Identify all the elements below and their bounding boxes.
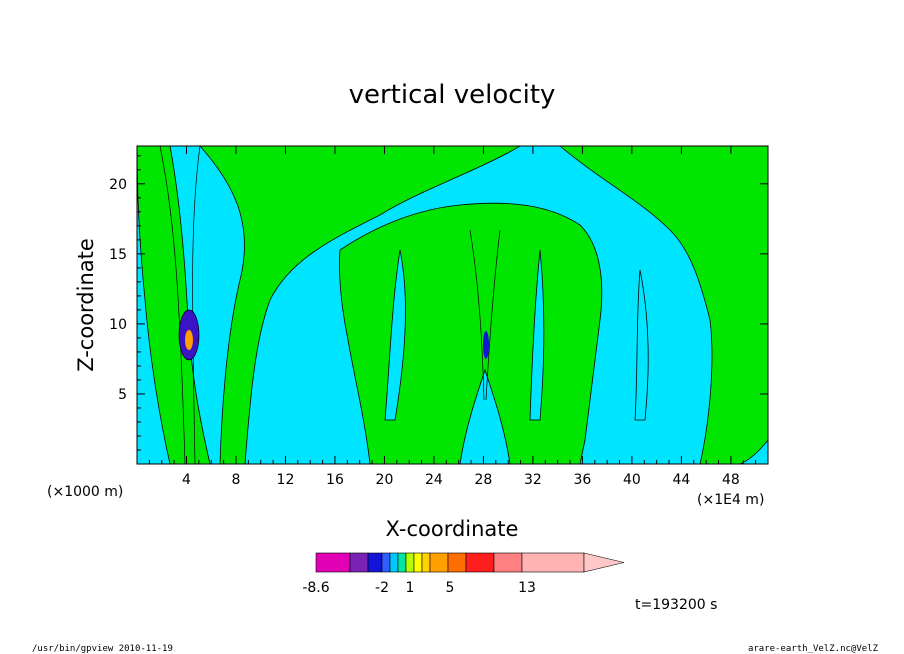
colorbar-tick-label: 13 [518,580,536,596]
green-region-right [559,146,768,464]
x-axis: 4 8 12 16 20 24 28 32 36 40 44 48 [148,146,757,488]
x-tick-label: 44 [672,472,690,488]
colorbar-swatch [493,552,523,573]
colorbar-swatch [367,552,383,573]
y-axis: 5 10 15 20 [109,155,768,451]
x-tick-label: 12 [277,472,295,488]
x-tick-label: 36 [573,472,591,488]
colorbar-swatch [521,552,585,573]
colorbar-tick-label: 1 [406,580,415,596]
blue-tongue-2 [529,249,545,421]
time-label: t=193200 s [635,597,717,613]
colorbar-extend-arrow [583,552,625,573]
colorbar-swatch [465,552,495,573]
colorbar-swatch [349,552,369,573]
x-tick-label: 24 [425,472,443,488]
colorbar-swatch [429,552,449,573]
colorbar-swatch [381,552,391,573]
colorbar-swatch [421,552,431,573]
x-unit-left: (×1000 m) [47,484,123,500]
x-tick-label: 20 [376,472,394,488]
blue-tongue-3 [634,269,649,421]
x-tick-label: 40 [623,472,641,488]
colorbar-swatch [315,552,351,573]
colorbar-swatch [397,552,407,573]
green-region-top [199,146,521,464]
y-tick-label: 15 [109,247,127,263]
x-tick-label: 48 [722,472,740,488]
x-unit-right: (×1E4 m) [697,492,764,508]
colorbar-swatch [447,552,467,573]
y-tick-label: 5 [118,387,127,403]
x-tick-label: 16 [326,472,344,488]
x-tick-label: 32 [524,472,542,488]
colorbar-tick-label: -2 [375,580,389,596]
x-tick-label: 8 [232,472,241,488]
strong-updraft-column [178,309,489,361]
plot-frame [136,145,769,465]
colorbar-tick-labels: -8.6 -2 1 5 13 [302,580,536,596]
x-tick-label: 4 [182,472,191,488]
blue-tongue-1 [384,249,406,421]
colorbar-swatch [413,552,423,573]
colorbar [315,552,625,573]
footer-right: arare-earth_VelZ.nc@VelZ [748,644,879,654]
y-tick-label: 10 [109,317,127,333]
x-axis-title: X-coordinate [386,517,519,541]
colorbar-tick-label: -8.6 [302,580,329,596]
y-tick-label: 20 [109,177,127,193]
footer-left: /usr/bin/gpview 2010-11-19 [32,644,173,654]
colorbar-swatch [389,552,399,573]
contour-field [137,146,768,464]
colorbar-tick-label: 5 [446,580,455,596]
chart-title: vertical velocity [349,80,556,110]
colorbar-swatch [405,552,415,573]
x-tick-label: 28 [475,472,493,488]
y-axis-title: Z-coordinate [74,238,98,372]
